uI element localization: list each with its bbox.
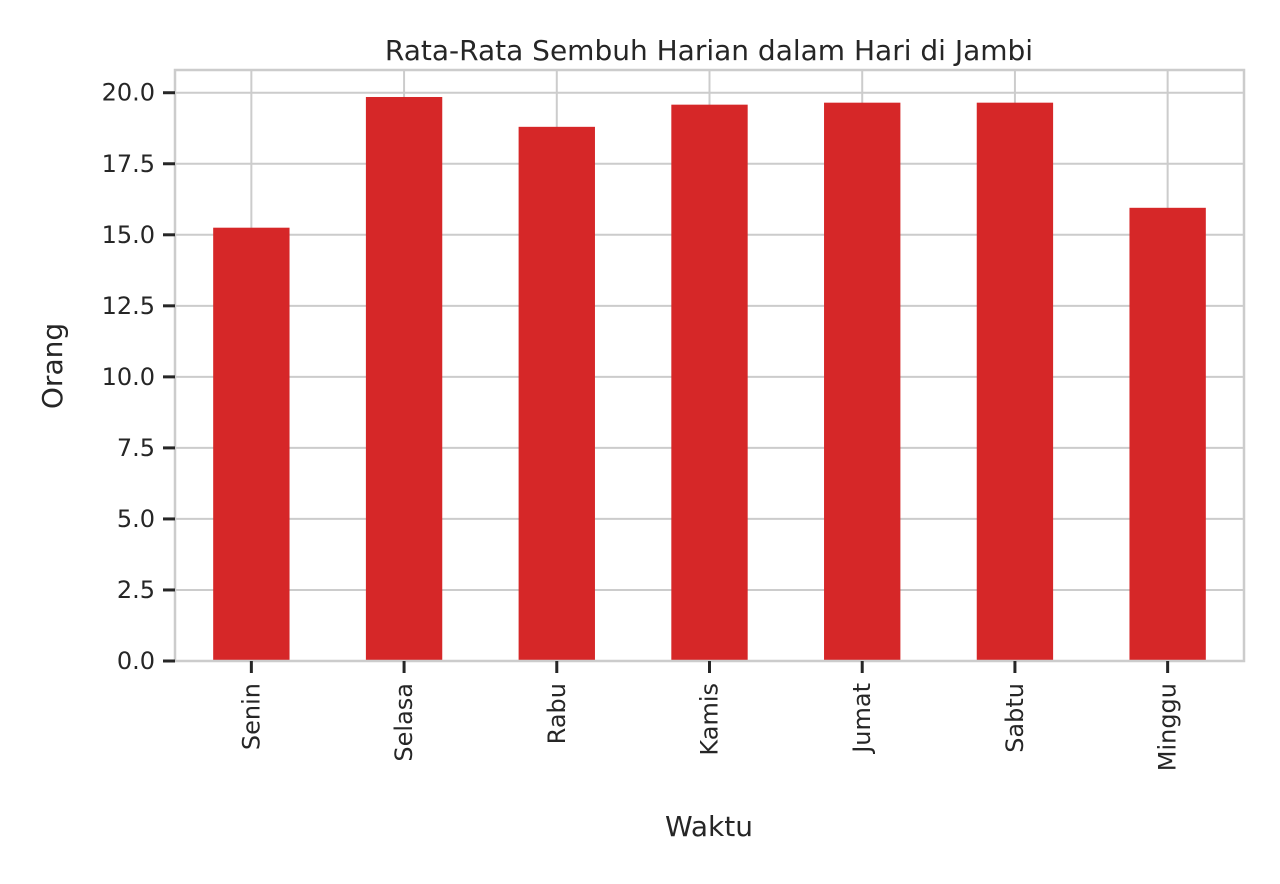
y-tick-label: 17.5 bbox=[102, 150, 155, 178]
y-axis-ticks: 0.0 2.5 5.0 7.5 10.0 12.5 15.0 17.5 20.0 bbox=[102, 79, 175, 675]
y-tick-label: 12.5 bbox=[102, 292, 155, 320]
x-axis-ticks: Senin Selasa Rabu Kamis Jumat Sabtu Minggu bbox=[237, 661, 1182, 771]
chart-title: Rata-Rata Sembuh Harian dalam Hari di Ja… bbox=[385, 34, 1033, 67]
y-tick-label: 20.0 bbox=[102, 79, 155, 107]
x-tick-label: Minggu bbox=[1154, 683, 1182, 771]
bar-sabtu bbox=[976, 102, 1054, 662]
x-tick-label: Kamis bbox=[696, 683, 724, 756]
bar-minggu bbox=[1129, 207, 1206, 661]
y-tick-label: 7.5 bbox=[117, 434, 155, 462]
x-tick-label: Rabu bbox=[543, 683, 571, 744]
y-tick-label: 2.5 bbox=[117, 576, 155, 604]
bar-jumat bbox=[824, 102, 901, 662]
y-tick-label: 10.0 bbox=[102, 363, 155, 391]
bar-senin bbox=[213, 227, 290, 662]
bars bbox=[213, 96, 1206, 662]
y-tick-label: 5.0 bbox=[117, 505, 155, 533]
x-tick-label: Jumat bbox=[848, 683, 876, 755]
x-axis-label: Waktu bbox=[665, 810, 753, 843]
x-tick-label: Sabtu bbox=[1001, 683, 1029, 753]
x-tick-label: Selasa bbox=[390, 683, 418, 762]
bar-kamis bbox=[671, 104, 748, 661]
y-axis-label: Orang bbox=[36, 323, 69, 409]
y-tick-label: 0.0 bbox=[117, 647, 155, 675]
y-tick-label: 15.0 bbox=[102, 221, 155, 249]
x-tick-label: Senin bbox=[237, 683, 265, 750]
bar-selasa bbox=[365, 96, 443, 661]
bar-rabu bbox=[518, 126, 595, 662]
